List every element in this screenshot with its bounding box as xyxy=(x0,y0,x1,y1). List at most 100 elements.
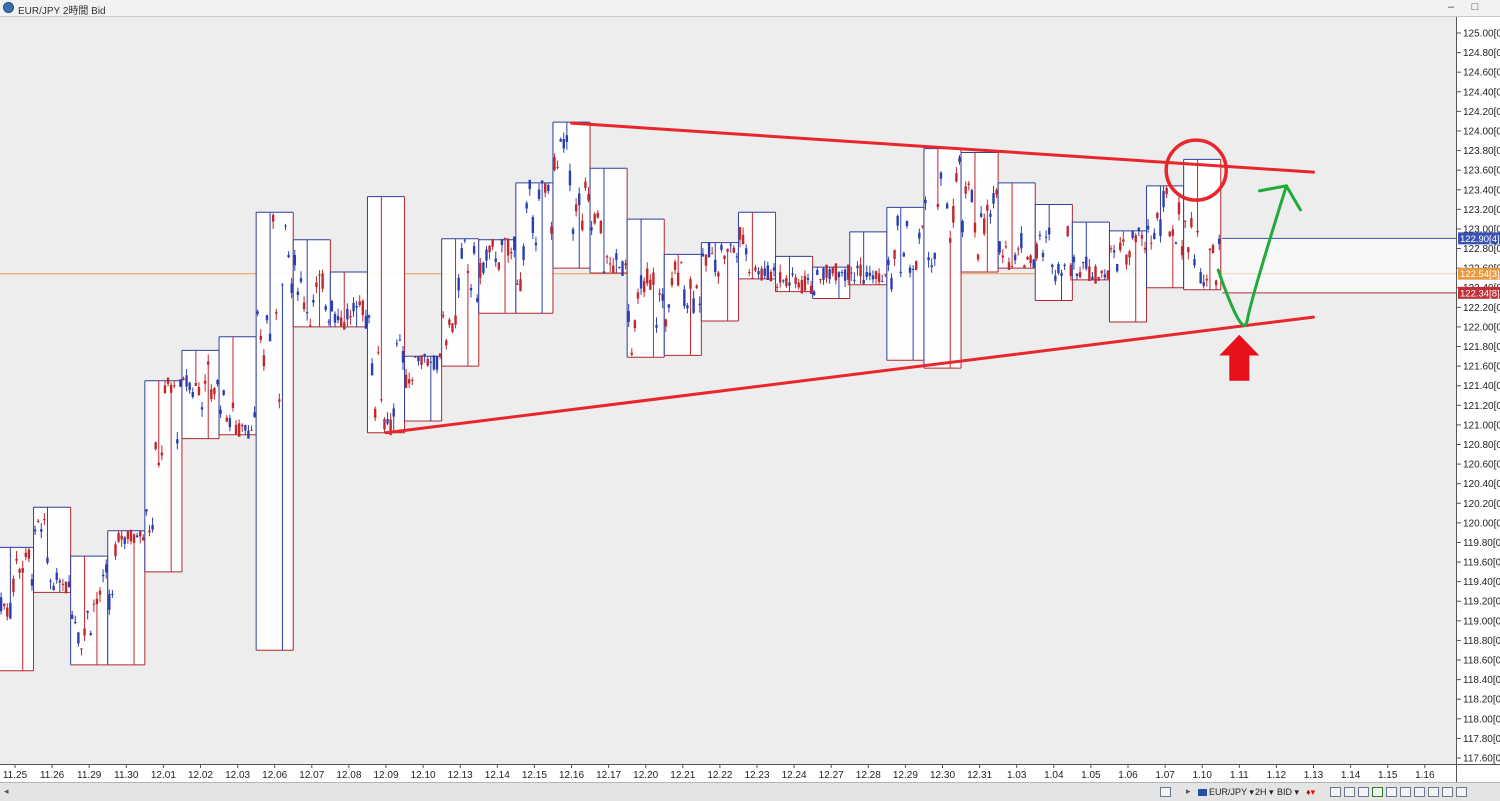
time-tick-label: 12.27 xyxy=(819,770,844,781)
price-type-selector[interactable]: BID ▾ xyxy=(1277,786,1299,798)
time-tick-label: 12.20 xyxy=(633,770,658,781)
candle-body xyxy=(680,261,683,263)
candle-body xyxy=(6,607,9,617)
candle-body xyxy=(1156,212,1159,219)
candle-body xyxy=(182,378,185,381)
zoom-in-icon[interactable] xyxy=(1442,787,1453,797)
candle-body xyxy=(964,186,967,194)
candle-body xyxy=(1140,235,1144,239)
candle-body xyxy=(850,272,853,274)
candle-body xyxy=(36,520,40,522)
print-icon[interactable] xyxy=(1400,787,1411,797)
candle-body xyxy=(135,535,139,538)
candle-body xyxy=(599,220,603,234)
candle-body xyxy=(565,135,569,142)
candle-body xyxy=(1134,235,1137,243)
price-chart[interactable] xyxy=(0,17,1456,764)
candle-body xyxy=(1085,256,1088,269)
scroll-to-end-icon[interactable] xyxy=(1358,787,1369,797)
current-price-badge-bg xyxy=(1458,267,1500,280)
price-axis[interactable]: 125.00[0 124.80[0 124.60[0 124.40[0 124.20[0… xyxy=(1456,17,1500,764)
candle-body xyxy=(268,333,272,342)
search-icon[interactable] xyxy=(1456,787,1467,797)
candle-body xyxy=(1060,272,1063,277)
title-bar: EUR/JPY 2時間 Bid – □ xyxy=(0,0,1500,17)
time-tick-label: 12.31 xyxy=(967,770,992,781)
candle-body xyxy=(726,248,729,252)
time-tick-label: 11.29 xyxy=(77,770,102,781)
zoom-fit-icon[interactable] xyxy=(1330,787,1341,797)
price-tick-label: 119.20[0 xyxy=(1463,597,1500,608)
chart-settings-icon[interactable] xyxy=(1386,787,1397,797)
candle-body xyxy=(225,417,228,422)
candle-body xyxy=(74,621,77,624)
candle-body xyxy=(732,247,736,253)
candle-body xyxy=(435,356,439,370)
candle-body xyxy=(281,284,284,286)
candle-body xyxy=(271,215,275,222)
candle-body xyxy=(33,529,37,532)
candle-body xyxy=(590,227,593,231)
candle-body xyxy=(918,232,921,239)
candle-body xyxy=(392,408,395,417)
candle-body xyxy=(1026,257,1029,260)
price-tick-label: 124.80[0 xyxy=(1463,48,1500,59)
minimize-button[interactable]: – xyxy=(1447,1,1455,13)
crosshair-icon[interactable] xyxy=(1414,787,1425,797)
candle-body xyxy=(207,361,210,365)
timeframe-label: 2H xyxy=(1255,787,1267,797)
candle-body xyxy=(952,206,955,223)
candle-body xyxy=(361,300,365,316)
candle-body xyxy=(921,225,924,227)
candle-body xyxy=(1177,202,1181,215)
timeframe-selector[interactable]: 2H ▾ xyxy=(1255,786,1274,798)
candle-body xyxy=(30,579,34,586)
drawing-tool-icon[interactable]: ♦▾ xyxy=(1306,787,1316,797)
candle-body xyxy=(812,291,816,295)
candle-body xyxy=(414,356,417,358)
symbol-selector[interactable]: EUR/JPY ▾ xyxy=(1198,786,1254,798)
lower-price-badge-bg xyxy=(1458,286,1500,299)
scroll-left-icon[interactable]: ◂ xyxy=(4,786,9,796)
scroll-to-start-icon[interactable] xyxy=(1344,787,1355,797)
candle-body xyxy=(1128,251,1131,258)
candle-body xyxy=(1112,250,1116,253)
daily-range-fill xyxy=(1072,222,1110,280)
candle-body xyxy=(723,255,726,260)
chart-plot-area[interactable] xyxy=(0,17,1456,764)
candle-body xyxy=(933,253,936,260)
candle-body xyxy=(602,271,606,274)
candle-body xyxy=(503,237,507,240)
status-bar: ◂ ▸ EUR/JPY ▾ 2H ▾ BID ▾ ♦▾ xyxy=(0,782,1500,801)
candle-body xyxy=(302,302,306,310)
zoom-out-icon[interactable] xyxy=(1428,787,1439,797)
candle-body xyxy=(485,249,488,261)
scroll-right-icon[interactable]: ▸ xyxy=(1186,786,1191,796)
candle-body xyxy=(247,430,250,439)
candle-body xyxy=(902,253,906,257)
candle-body xyxy=(373,408,377,418)
time-tick-label: 1.06 xyxy=(1118,770,1138,781)
candle-body xyxy=(612,265,615,274)
candle-body xyxy=(717,272,720,277)
price-tick-label: 120.60[0 xyxy=(1463,460,1500,471)
time-tick-label: 11.30 xyxy=(114,770,139,781)
candle-body xyxy=(370,363,374,376)
time-axis[interactable]: 11.25 11.26 11.29 11.30 12.01 12.02 12.03 12.06… xyxy=(0,764,1456,782)
candle-chart-icon[interactable] xyxy=(1372,787,1383,797)
candle-body xyxy=(1183,220,1187,222)
candle-body xyxy=(1063,264,1066,267)
scroll-thumb-icon[interactable] xyxy=(1160,787,1171,797)
daily-range-boxes xyxy=(0,121,1222,672)
maximize-button[interactable]: □ xyxy=(1471,1,1479,13)
candle-body xyxy=(339,317,343,327)
time-tick-label: 12.29 xyxy=(893,770,918,781)
candle-body xyxy=(989,213,992,217)
daily-range-fill xyxy=(886,207,924,361)
candle-body xyxy=(825,264,828,278)
candle-body xyxy=(191,392,194,397)
candle-body xyxy=(324,306,327,310)
candle-body xyxy=(1051,264,1054,268)
candle-body xyxy=(667,304,671,308)
candle-body xyxy=(664,319,667,327)
